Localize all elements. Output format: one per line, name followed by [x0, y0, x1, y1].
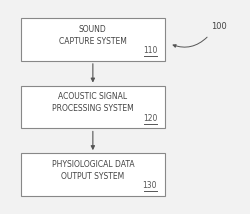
- Text: PHYSIOLOGICAL DATA
OUTPUT SYSTEM: PHYSIOLOGICAL DATA OUTPUT SYSTEM: [52, 160, 134, 181]
- Text: 120: 120: [143, 114, 157, 123]
- Text: 110: 110: [143, 46, 157, 55]
- FancyBboxPatch shape: [21, 153, 165, 196]
- Text: ACOUSTIC SIGNAL
PROCESSING SYSTEM: ACOUSTIC SIGNAL PROCESSING SYSTEM: [52, 92, 134, 113]
- FancyBboxPatch shape: [21, 86, 165, 128]
- Text: SOUND
CAPTURE SYSTEM: SOUND CAPTURE SYSTEM: [59, 25, 127, 46]
- Text: 130: 130: [143, 181, 157, 190]
- Text: 100: 100: [211, 22, 227, 31]
- FancyBboxPatch shape: [21, 18, 165, 61]
- FancyArrowPatch shape: [173, 37, 207, 47]
